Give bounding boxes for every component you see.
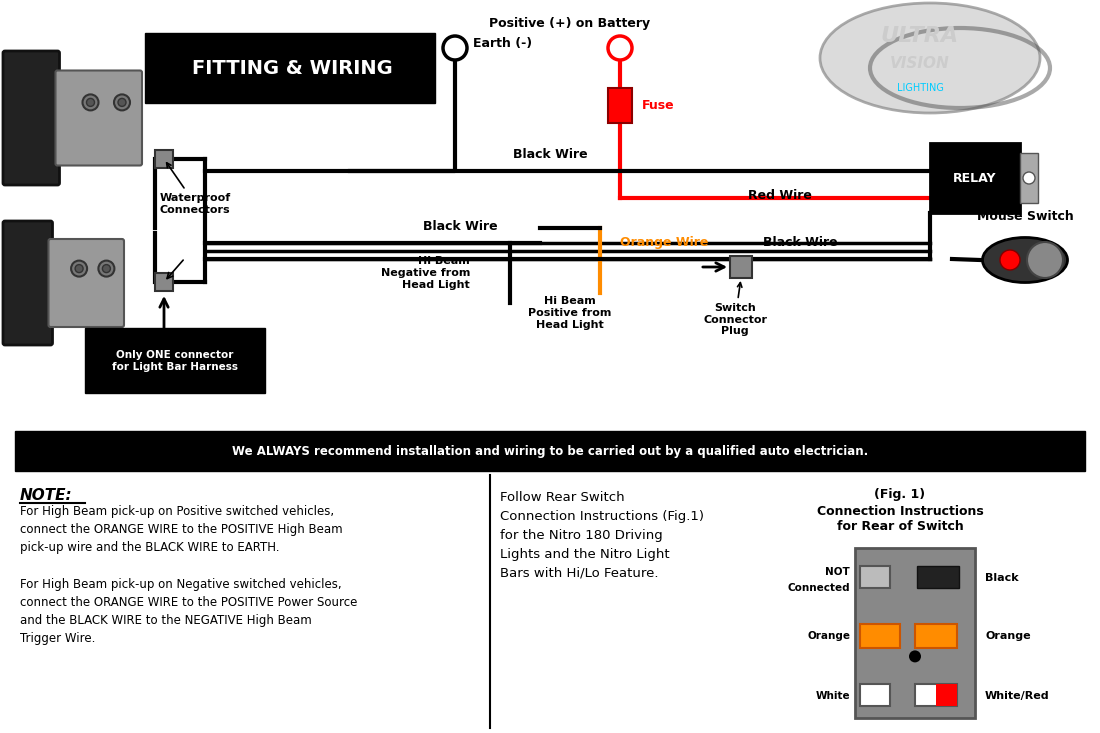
- Bar: [860, 566, 890, 588]
- Text: Hi Beam
Positive from
Head Light: Hi Beam Positive from Head Light: [528, 296, 612, 330]
- Circle shape: [87, 98, 95, 106]
- Circle shape: [102, 265, 110, 273]
- Text: Black: Black: [984, 573, 1019, 583]
- Text: NOT: NOT: [825, 567, 850, 577]
- Bar: [155, 273, 173, 291]
- FancyBboxPatch shape: [3, 221, 53, 345]
- Circle shape: [82, 95, 99, 111]
- Text: For High Beam pick-up on Positive switched vehicles,
connect the ORANGE WIRE to : For High Beam pick-up on Positive switch…: [20, 505, 342, 554]
- Circle shape: [1023, 172, 1035, 184]
- Text: Fuse: Fuse: [642, 99, 674, 112]
- Ellipse shape: [982, 237, 1067, 282]
- Text: We ALWAYS recommend installation and wiring to be carried out by a qualified aut: We ALWAYS recommend installation and wir…: [232, 444, 868, 457]
- Text: LIGHTING: LIGHTING: [896, 83, 944, 93]
- Circle shape: [443, 36, 468, 60]
- Text: Red Wire: Red Wire: [748, 189, 812, 202]
- Circle shape: [1027, 242, 1063, 278]
- FancyBboxPatch shape: [55, 70, 142, 166]
- Bar: [15, 431, 1085, 471]
- Text: RELAY: RELAY: [954, 172, 997, 185]
- Bar: [930, 143, 1020, 213]
- Text: White: White: [815, 691, 850, 701]
- Text: Switch
Connector
Plug: Switch Connector Plug: [703, 283, 767, 336]
- Bar: [917, 566, 959, 588]
- FancyBboxPatch shape: [3, 51, 59, 185]
- Bar: [855, 548, 975, 718]
- Bar: [608, 88, 632, 123]
- FancyBboxPatch shape: [48, 239, 124, 327]
- Text: Follow Rear Switch
Connection Instructions (Fig.1)
for the Nitro 180 Driving
Lig: Follow Rear Switch Connection Instructio…: [500, 491, 704, 580]
- Text: Orange Wire: Orange Wire: [620, 237, 708, 249]
- Text: ULTRA: ULTRA: [881, 26, 959, 46]
- Text: (Fig. 1): (Fig. 1): [874, 488, 925, 501]
- Circle shape: [72, 261, 87, 276]
- FancyBboxPatch shape: [145, 33, 434, 103]
- Bar: [860, 625, 900, 649]
- Text: Earth (-): Earth (-): [473, 37, 532, 50]
- Circle shape: [1000, 250, 1020, 270]
- Text: Black Wire: Black Wire: [513, 148, 587, 161]
- Circle shape: [118, 98, 127, 106]
- Text: Mouse Switch: Mouse Switch: [977, 210, 1074, 223]
- Circle shape: [114, 95, 130, 111]
- Bar: [155, 150, 173, 168]
- Text: White/Red: White/Red: [984, 691, 1049, 701]
- Ellipse shape: [820, 3, 1040, 113]
- Text: Connected: Connected: [788, 583, 850, 593]
- Text: FITTING & WIRING: FITTING & WIRING: [191, 59, 393, 78]
- Text: Orange: Orange: [807, 631, 850, 641]
- Text: Connection Instructions
for Rear of Switch: Connection Instructions for Rear of Swit…: [816, 505, 983, 533]
- FancyBboxPatch shape: [85, 328, 265, 393]
- Bar: [936, 684, 957, 706]
- Text: VISION: VISION: [890, 56, 950, 70]
- Bar: [860, 684, 890, 706]
- Bar: [915, 684, 957, 706]
- Text: Waterproof
Connectors: Waterproof Connectors: [160, 163, 231, 215]
- Text: Only ONE connector
for Light Bar Harness: Only ONE connector for Light Bar Harness: [112, 350, 238, 372]
- Circle shape: [75, 265, 84, 273]
- Text: For High Beam pick-up on Negative switched vehicles,
connect the ORANGE WIRE to : For High Beam pick-up on Negative switch…: [20, 578, 358, 645]
- Bar: [1020, 153, 1038, 203]
- Text: Positive (+) on Battery: Positive (+) on Battery: [490, 17, 650, 30]
- Circle shape: [98, 261, 114, 276]
- Text: Black Wire: Black Wire: [762, 236, 837, 249]
- Circle shape: [608, 36, 632, 60]
- Text: Orange: Orange: [984, 631, 1031, 641]
- Text: NOTE:: NOTE:: [20, 488, 73, 503]
- Text: Hi Beam
Negative from
Head Light: Hi Beam Negative from Head Light: [381, 257, 470, 290]
- Text: Black Wire: Black Wire: [422, 220, 497, 233]
- Bar: [915, 625, 957, 649]
- Circle shape: [909, 650, 921, 663]
- Bar: [730, 256, 752, 278]
